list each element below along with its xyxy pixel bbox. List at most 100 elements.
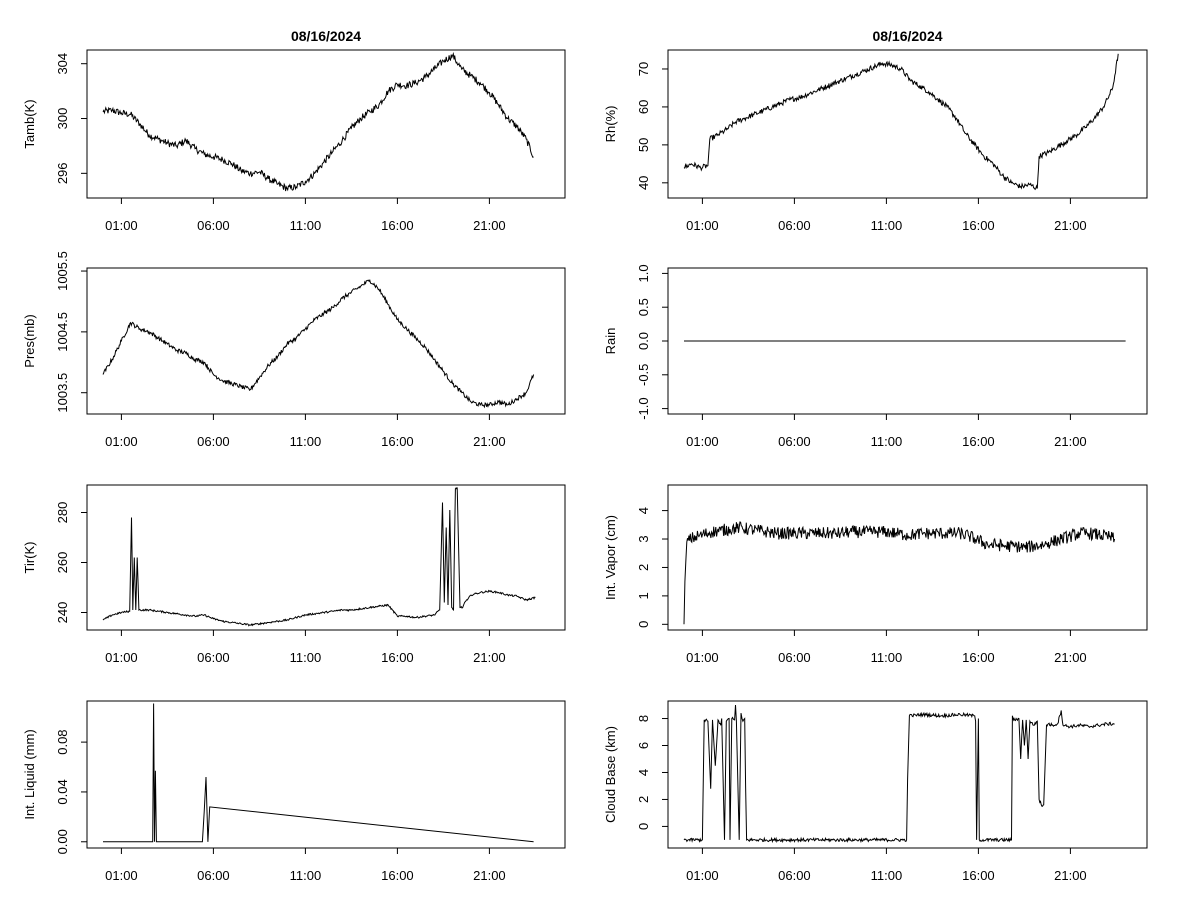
panel-3: 01:00 06:00 11:00 16:00 21:00 1003.5 1004.5 100…	[22, 251, 566, 449]
x-tick-label: 21:00	[1054, 434, 1087, 449]
y-tick-label: 2	[636, 564, 651, 571]
x-tick-label: 16:00	[962, 868, 995, 883]
x-tick-label: 21:00	[1054, 868, 1087, 883]
y-tick-label: 1	[636, 592, 651, 599]
y-tick-label: 1.0	[636, 264, 651, 282]
x-tick-label: 06:00	[197, 434, 230, 449]
x-tick-label: 21:00	[1054, 650, 1087, 665]
y-tick-label: 1005.5	[55, 251, 70, 291]
plot-frame	[667, 700, 1148, 849]
y-tick-label: 40	[636, 176, 651, 190]
y-tick-label: 0.5	[636, 298, 651, 316]
panel-2: 08/16/2024 01:00 06:00 11:00 16:00 21:00 40 50 6…	[603, 28, 1148, 233]
y-axis-label: Tir(K)	[22, 541, 37, 573]
x-tick-label: 01:00	[105, 434, 138, 449]
y-tick-label: 4	[636, 507, 651, 514]
y-tick-label: 296	[55, 162, 70, 184]
plot-frame	[86, 267, 566, 415]
series-line	[103, 703, 534, 843]
y-tick-label: -0.5	[636, 364, 651, 386]
y-tick-label: -1.0	[636, 397, 651, 419]
y-tick-label: 240	[55, 602, 70, 624]
x-tick-label: 11:00	[871, 650, 903, 665]
x-tick-label: 06:00	[778, 650, 811, 665]
x-tick-label: 06:00	[778, 218, 811, 233]
y-axis-label: Rh(%)	[603, 106, 618, 143]
y-axis-label: Int. Vapor (cm)	[603, 515, 618, 600]
series-line	[102, 51, 534, 192]
x-tick-label: 11:00	[871, 434, 903, 449]
y-tick-label: 70	[636, 62, 651, 76]
x-tick-label: 06:00	[197, 218, 230, 233]
y-axis-label: Cloud Base (km)	[603, 726, 618, 823]
x-tick-label: 21:00	[473, 650, 506, 665]
panel-title: 08/16/2024	[872, 28, 942, 44]
x-tick-label: 16:00	[381, 650, 414, 665]
x-tick-label: 01:00	[105, 868, 138, 883]
x-tick-label: 21:00	[1054, 218, 1087, 233]
x-tick-label: 21:00	[473, 218, 506, 233]
x-tick-label: 21:00	[473, 434, 506, 449]
y-tick-label: 1004.5	[55, 312, 70, 352]
panel-title: 08/16/2024	[291, 28, 361, 44]
series-line	[683, 53, 1119, 191]
plot-frame	[86, 484, 566, 631]
y-tick-label: 2	[636, 796, 651, 803]
y-tick-label: 0.04	[55, 779, 70, 804]
x-tick-label: 11:00	[290, 218, 322, 233]
x-tick-label: 16:00	[381, 434, 414, 449]
x-tick-label: 16:00	[962, 434, 995, 449]
x-tick-label: 01:00	[105, 218, 138, 233]
plot-frame	[667, 484, 1148, 631]
x-tick-label: 11:00	[290, 434, 322, 449]
y-tick-label: 6	[636, 742, 651, 749]
y-tick-label: 0.08	[55, 729, 70, 754]
panel-4: 01:00 06:00 11:00 16:00 21:00 -1.0 -0.5 0.0 0.5 1…	[603, 264, 1148, 449]
x-tick-label: 16:00	[962, 218, 995, 233]
y-tick-label: 50	[636, 138, 651, 152]
x-tick-label: 06:00	[778, 868, 811, 883]
x-tick-label: 11:00	[290, 868, 322, 883]
y-axis-label: Rain	[603, 328, 618, 355]
plot-frame	[86, 700, 566, 849]
x-tick-label: 11:00	[290, 650, 322, 665]
y-axis-label: Int. Liquid (mm)	[22, 729, 37, 819]
series-line	[102, 278, 535, 409]
series-line	[683, 521, 1116, 625]
y-axis-label: Tamb(K)	[22, 99, 37, 148]
x-tick-label: 01:00	[686, 650, 719, 665]
y-tick-label: 1003.5	[55, 373, 70, 413]
y-tick-label: 280	[55, 502, 70, 524]
panel-1: 08/16/2024 01:00 06:00 11:00 16:00 21:00 296 30…	[22, 28, 566, 233]
x-tick-label: 01:00	[686, 868, 719, 883]
plot-frame	[667, 49, 1148, 199]
x-tick-label: 01:00	[686, 434, 719, 449]
y-tick-label: 304	[55, 53, 70, 75]
y-tick-label: 3	[636, 535, 651, 542]
y-tick-label: 0	[636, 621, 651, 628]
x-tick-label: 06:00	[778, 434, 811, 449]
x-tick-label: 16:00	[381, 868, 414, 883]
y-tick-label: 300	[55, 108, 70, 130]
x-tick-label: 16:00	[381, 218, 414, 233]
x-tick-label: 16:00	[962, 650, 995, 665]
x-tick-label: 21:00	[473, 868, 506, 883]
panel-5: 01:00 06:00 11:00 16:00 21:00 240 260 280 Tir(K)	[22, 484, 566, 665]
y-tick-label: 60	[636, 100, 651, 114]
panel-6: 01:00 06:00 11:00 16:00 21:00 0 1 2 3 4 Int. Vapor…	[603, 484, 1148, 665]
plot-frame	[86, 49, 566, 199]
panel-7: 01:00 06:00 11:00 16:00 21:00 0.00 0.04 0.08 Int…	[22, 700, 566, 883]
y-tick-label: 4	[636, 769, 651, 776]
series-line	[683, 704, 1115, 844]
y-axis-label: Pres(mb)	[22, 314, 37, 367]
x-tick-label: 06:00	[197, 868, 230, 883]
x-tick-label: 01:00	[686, 218, 719, 233]
x-tick-label: 11:00	[871, 218, 903, 233]
y-tick-label: 260	[55, 552, 70, 574]
y-tick-label: 0	[636, 823, 651, 830]
x-tick-label: 11:00	[871, 868, 903, 883]
y-tick-label: 0.0	[636, 332, 651, 350]
x-tick-label: 06:00	[197, 650, 230, 665]
series-line	[102, 487, 536, 627]
